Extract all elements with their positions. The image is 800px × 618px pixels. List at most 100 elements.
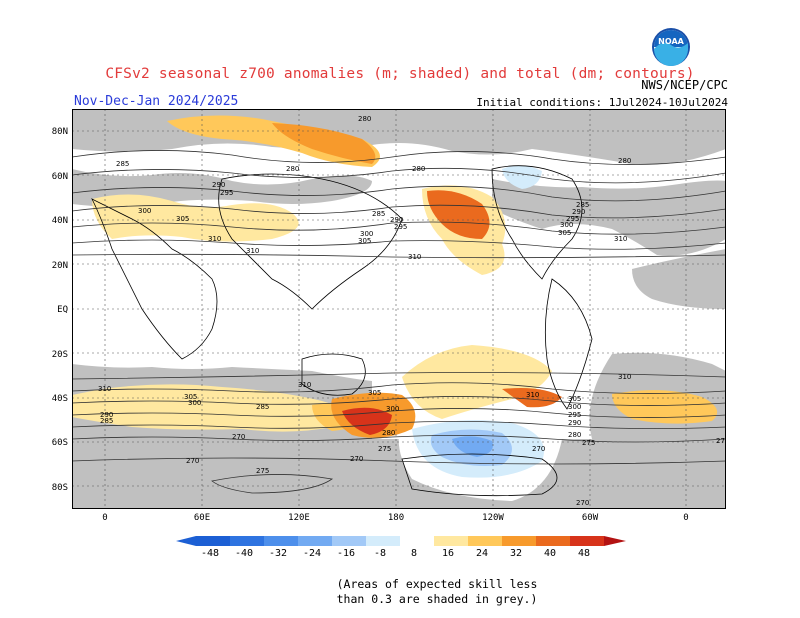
colorbar-max-arrow	[604, 536, 626, 546]
contour-label-290: 290	[212, 181, 225, 189]
contour-label-305-f: 305	[568, 395, 581, 403]
lon-label-0-east: 0	[683, 513, 689, 523]
lon-label-120e: 120E	[288, 513, 310, 523]
colorbar-swatch	[434, 536, 468, 546]
lat-label-40s: 40S	[51, 394, 68, 404]
contour-label-290-d: 290	[100, 411, 113, 419]
colorbar-swatch	[230, 536, 264, 546]
colorbar-swatch	[264, 536, 298, 546]
contour-label-280-e: 280	[382, 429, 395, 437]
lat-label-80s: 80S	[51, 483, 68, 493]
colorbar-label: 32	[509, 548, 523, 559]
contour-label-305: 305	[176, 215, 189, 223]
contour-label-300: 300	[138, 207, 151, 215]
colorbar-swatch	[298, 536, 332, 546]
lat-lon-grid	[72, 109, 726, 509]
contour-label-270-c: 270	[186, 457, 199, 465]
contour-label-290-e: 290	[568, 419, 581, 427]
contour-label-310-h: 310	[526, 391, 539, 399]
contour-label-310-b: 310	[246, 247, 259, 255]
contour-label-285-c: 285	[576, 201, 589, 209]
colorbar-min-arrow	[176, 536, 196, 546]
lon-label-180: 180	[387, 513, 405, 523]
svg-text:NOAA: NOAA	[658, 37, 684, 46]
contour-label-270-d: 270	[532, 445, 545, 453]
contour-label-280: 280	[358, 115, 371, 123]
lon-label-60e: 60E	[193, 513, 211, 523]
lat-label-20n: 20N	[51, 261, 68, 271]
agency-label: NWS/NCEP/CPC	[641, 78, 728, 92]
contour-label-285-e: 285	[256, 403, 269, 411]
colorbar-swatch	[468, 536, 502, 546]
colorbar-swatch	[400, 536, 434, 546]
height-contours	[72, 150, 726, 494]
colorbar-swatch	[570, 536, 604, 546]
contour-label-295-b: 295	[394, 223, 407, 231]
contour-label-310-g: 310	[618, 373, 631, 381]
contour-label-285-d: 285	[100, 417, 113, 425]
contour-label-300-e: 300	[386, 405, 399, 413]
contour-label-285-b: 285	[372, 210, 385, 218]
contour-label-276: 276	[716, 437, 726, 445]
contour-label-280-b: 280	[286, 165, 299, 173]
contour-label-310-c: 310	[408, 253, 421, 261]
contour-label-310: 310	[208, 235, 221, 243]
contour-label-280-d: 280	[618, 157, 631, 165]
map-title: CFSv2 seasonal z700 anomalies (m; shaded…	[105, 66, 695, 82]
initial-conditions-label: Initial conditions: 1Jul2024-10Jul2024	[476, 96, 728, 109]
skill-note-line1: (Areas of expected skill less	[336, 577, 538, 591]
contour-label-280-c: 280	[412, 165, 425, 173]
contour-label-310-d: 310	[614, 235, 627, 243]
season-label: Nov-Dec-Jan 2024/2025	[74, 94, 239, 109]
lon-label-120w: 120W	[482, 513, 504, 523]
colorbar-swatch	[196, 536, 230, 546]
contour-label-275: 275	[378, 445, 391, 453]
lon-label-0: 0	[102, 513, 108, 523]
colorbar-label: 48	[577, 548, 591, 559]
contour-label-295: 295	[220, 189, 233, 197]
colorbar-label: 40	[543, 548, 557, 559]
negative-anomaly-shading	[412, 165, 544, 478]
contour-label-290-c: 290	[572, 208, 585, 216]
contour-label-305-d: 305	[184, 393, 197, 401]
colorbar-swatch	[502, 536, 536, 546]
contour-label-305-b: 305	[358, 237, 371, 245]
colorbar-label: 24	[475, 548, 489, 559]
contour-label-295-d: 295	[568, 411, 581, 419]
contour-label-305-c: 305	[558, 229, 571, 237]
noaa-logo: NOAA	[652, 28, 690, 66]
lat-label-60n: 60N	[51, 172, 68, 182]
colorbar-swatch	[366, 536, 400, 546]
contour-label-310-f: 310	[298, 381, 311, 389]
colorbar	[176, 536, 626, 546]
contour-label-275-b: 275	[256, 467, 269, 475]
contour-label-300-c: 300	[560, 221, 573, 229]
colorbar-label: 8	[410, 548, 418, 559]
lon-label-60w: 60W	[581, 513, 599, 523]
colorbar-swatch	[536, 536, 570, 546]
coastlines	[91, 165, 593, 497]
contour-label-300-d: 300	[188, 399, 201, 407]
lat-label-80n: 80N	[51, 127, 68, 137]
contour-label-300-f: 300	[568, 403, 581, 411]
contour-label-285: 285	[116, 160, 129, 168]
contour-label-270-e: 270	[576, 499, 589, 507]
lat-label-20s: 20S	[51, 350, 68, 360]
lat-label-60s: 60S	[51, 438, 68, 448]
anomaly-map: 280 285 280 290 295 300 305 310 310 280 …	[72, 109, 726, 509]
skill-note-line2: than 0.3 are shaded in grey.)	[336, 592, 538, 606]
positive-anomaly-shading	[72, 115, 718, 438]
colorbar-label: -40	[234, 548, 254, 559]
contour-label-295-c: 295	[566, 215, 579, 223]
colorbar-label: -8	[373, 548, 387, 559]
contour-label-270: 270	[232, 433, 245, 441]
colorbar-label: -48	[200, 548, 220, 559]
contour-label-305-e: 305	[368, 389, 381, 397]
contour-label-280-f: 280	[568, 431, 581, 439]
contour-label-290-b: 290	[390, 216, 403, 224]
contour-label-275-c: 275	[582, 439, 595, 447]
lat-label-eq: EQ	[57, 305, 68, 315]
contour-label-310-e: 310	[98, 385, 111, 393]
lat-label-40n: 40N	[51, 216, 68, 226]
contour-label-270-b: 270	[350, 455, 363, 463]
